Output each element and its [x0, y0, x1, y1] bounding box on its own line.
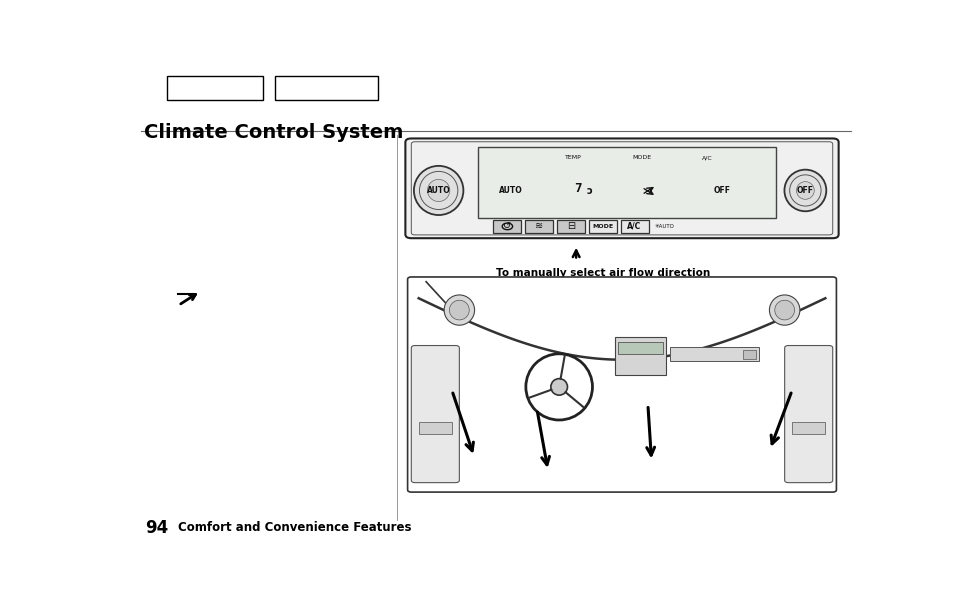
- Bar: [741, 350, 755, 359]
- Text: 94: 94: [145, 519, 168, 537]
- Bar: [618, 343, 662, 354]
- Text: ↺: ↺: [503, 222, 511, 231]
- FancyBboxPatch shape: [411, 346, 459, 483]
- Bar: [614, 337, 665, 375]
- Ellipse shape: [449, 300, 469, 320]
- FancyBboxPatch shape: [407, 277, 836, 492]
- Text: 7: 7: [574, 182, 580, 195]
- Ellipse shape: [783, 169, 825, 211]
- Text: ⊟: ⊟: [566, 222, 575, 231]
- Text: AUTO: AUTO: [498, 187, 522, 195]
- Text: MODE: MODE: [632, 155, 651, 160]
- Ellipse shape: [769, 295, 799, 325]
- Text: Comfort and Convenience Features: Comfort and Convenience Features: [178, 521, 412, 534]
- Bar: [418, 422, 452, 434]
- Text: OFF: OFF: [796, 186, 813, 195]
- Ellipse shape: [444, 295, 474, 325]
- FancyBboxPatch shape: [783, 346, 832, 483]
- Bar: [557, 220, 584, 233]
- Bar: [524, 220, 553, 233]
- Text: TEMP: TEMP: [564, 155, 581, 160]
- Text: ↄ: ↄ: [586, 186, 592, 196]
- Text: A/C: A/C: [701, 155, 712, 160]
- Ellipse shape: [414, 166, 463, 215]
- Text: OFF: OFF: [713, 187, 730, 195]
- Text: ✳AUTO: ✳AUTO: [654, 224, 674, 229]
- Ellipse shape: [796, 182, 814, 200]
- Text: Climate Control System: Climate Control System: [144, 123, 402, 142]
- Bar: [477, 147, 775, 218]
- Text: AUTO: AUTO: [426, 186, 450, 195]
- Text: To manually select air flow direction: To manually select air flow direction: [496, 268, 710, 279]
- Bar: [167, 76, 263, 99]
- Bar: [791, 422, 824, 434]
- Ellipse shape: [427, 179, 449, 201]
- Text: A/C: A/C: [627, 222, 641, 231]
- Bar: [274, 76, 377, 99]
- Bar: [669, 347, 758, 361]
- Text: MODE: MODE: [592, 224, 613, 229]
- Bar: [588, 220, 617, 233]
- Bar: [493, 220, 521, 233]
- Text: ≋: ≋: [535, 222, 542, 231]
- Ellipse shape: [550, 379, 567, 395]
- Bar: [619, 220, 648, 233]
- FancyBboxPatch shape: [405, 138, 838, 238]
- Ellipse shape: [774, 300, 794, 320]
